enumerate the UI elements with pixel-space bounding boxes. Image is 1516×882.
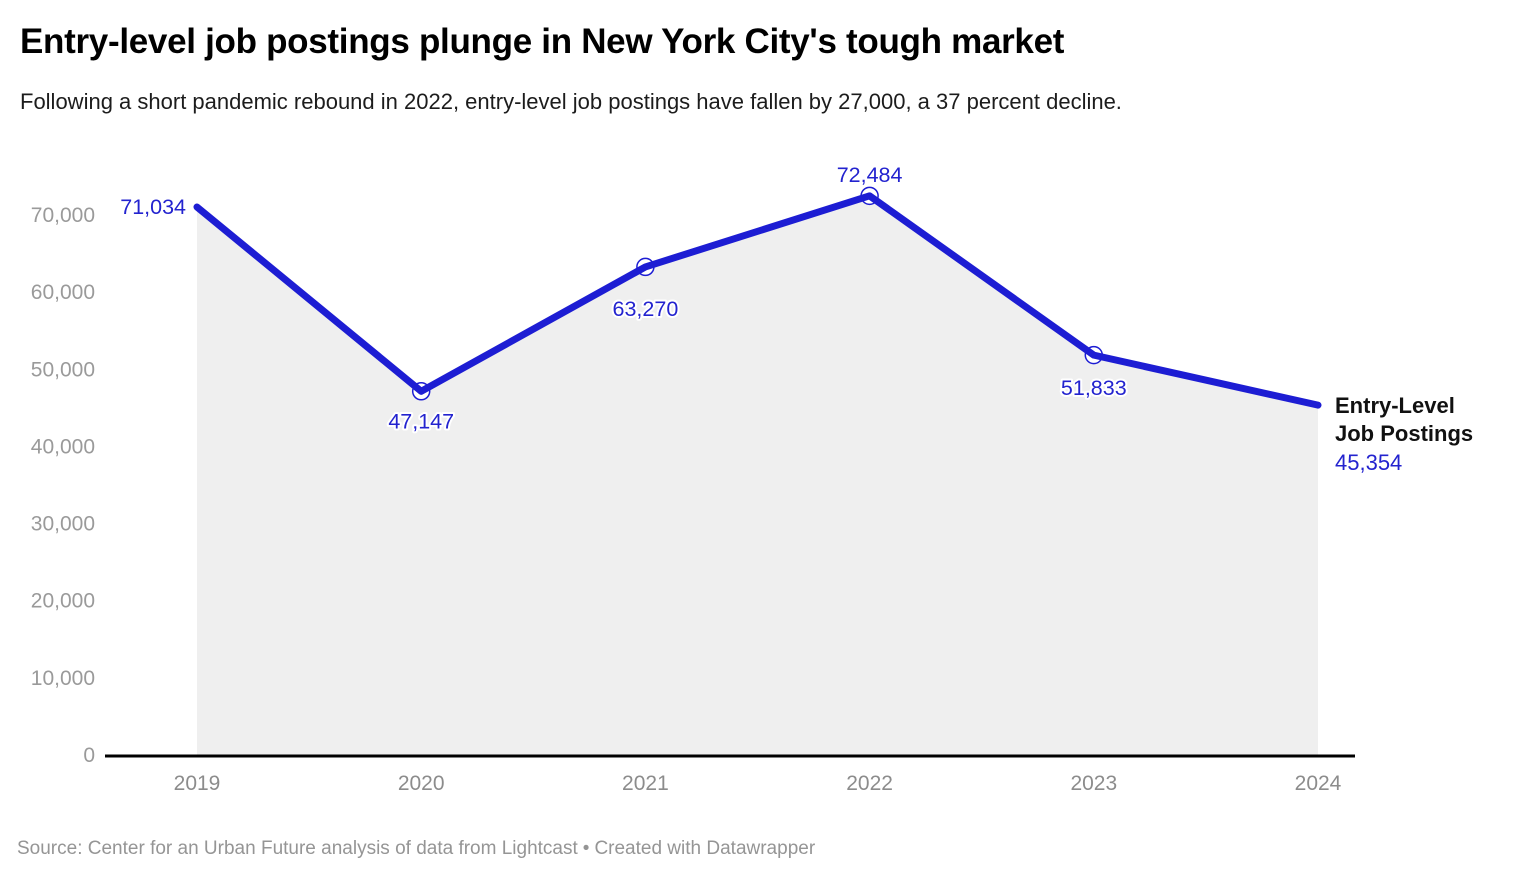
source-text: Source: Center for an Urban Future analy… <box>17 838 578 859</box>
x-tick-label: 2020 <box>398 772 445 795</box>
x-tick-label: 2021 <box>622 772 669 795</box>
chart-subtitle: Following a short pandemic rebound in 20… <box>20 89 1122 114</box>
x-tick-label: 2023 <box>1070 772 1117 795</box>
y-tick-label: 40,000 <box>31 435 95 458</box>
series-label-line1: Entry-Level <box>1335 393 1455 418</box>
chart-footer: Source: Center for an Urban Future analy… <box>17 838 815 860</box>
data-label: 51,833 <box>1061 376 1127 400</box>
area-fill <box>197 195 1318 755</box>
y-tick-label: 10,000 <box>31 667 95 690</box>
chart-title: Entry-level job postings plunge in New Y… <box>20 22 1065 61</box>
data-label: 63,270 <box>613 297 679 321</box>
chart-header: Entry-level job postings plunge in New Y… <box>20 20 1496 116</box>
data-label: 72,484 <box>837 163 903 187</box>
x-tick-label: 2022 <box>846 772 893 795</box>
series-label-line2: Job Postings <box>1335 421 1474 446</box>
x-tick-label: 2024 <box>1295 772 1342 795</box>
series-end-annotation: Entry-Level Job Postings 45,354 <box>1335 392 1473 477</box>
y-tick-label: 60,000 <box>31 281 95 304</box>
y-tick-label: 0 <box>83 744 95 767</box>
datawrapper-credit[interactable]: Created with Datawrapper <box>594 838 816 859</box>
data-line <box>193 192 1322 409</box>
data-label: 71,034 <box>120 195 186 219</box>
y-tick-label: 20,000 <box>31 590 95 613</box>
y-tick-label: 30,000 <box>31 513 95 536</box>
y-tick-label: 50,000 <box>31 358 95 381</box>
y-tick-label: 70,000 <box>31 204 95 227</box>
separator-dot: • <box>582 838 590 859</box>
x-tick-label: 2019 <box>174 772 221 795</box>
series-end-value: 45,354 <box>1335 450 1403 475</box>
data-label: 47,147 <box>388 409 454 433</box>
